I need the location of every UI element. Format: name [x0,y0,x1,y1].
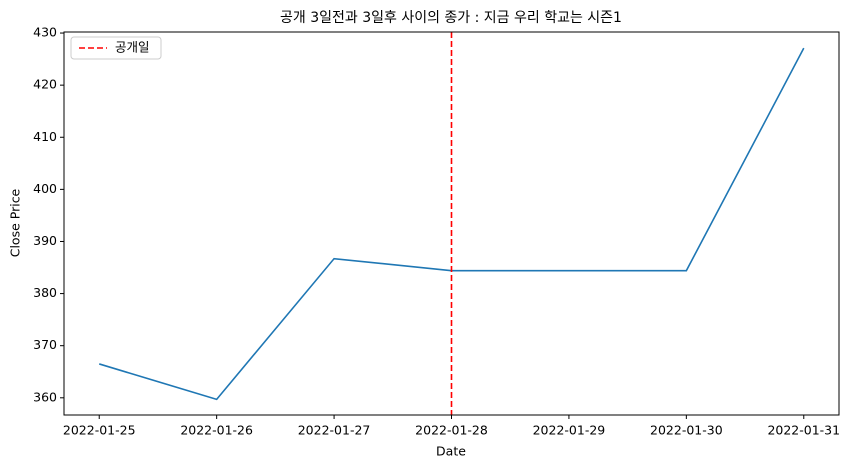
x-tick-label: 2022-01-27 [298,423,371,438]
y-tick-label: 370 [33,337,57,352]
x-tick-label: 2022-01-28 [415,423,488,438]
x-tick-label: 2022-01-30 [650,423,723,438]
y-tick-label: 420 [33,77,57,92]
y-tick-label: 430 [33,25,57,40]
x-tick-label: 2022-01-25 [63,423,136,438]
y-tick-label: 400 [33,181,57,196]
y-axis-label: Close Price [8,188,23,257]
y-tick-label: 410 [33,129,57,144]
x-tick-label: 2022-01-26 [180,423,253,438]
y-tick-label: 360 [33,389,57,404]
x-axis-label: Date [436,444,466,459]
chart-title: 공개 3일전과 3일후 사이의 종가 : 지금 우리 학교는 시즌1 [280,10,622,26]
y-tick-label: 390 [33,233,57,248]
x-tick-label: 2022-01-31 [767,423,840,438]
legend-label: 공개일 [115,40,150,55]
y-tick-label: 380 [33,285,57,300]
legend-box [70,36,162,60]
plot-frame [63,31,840,416]
x-tick-label: 2022-01-29 [533,423,606,438]
